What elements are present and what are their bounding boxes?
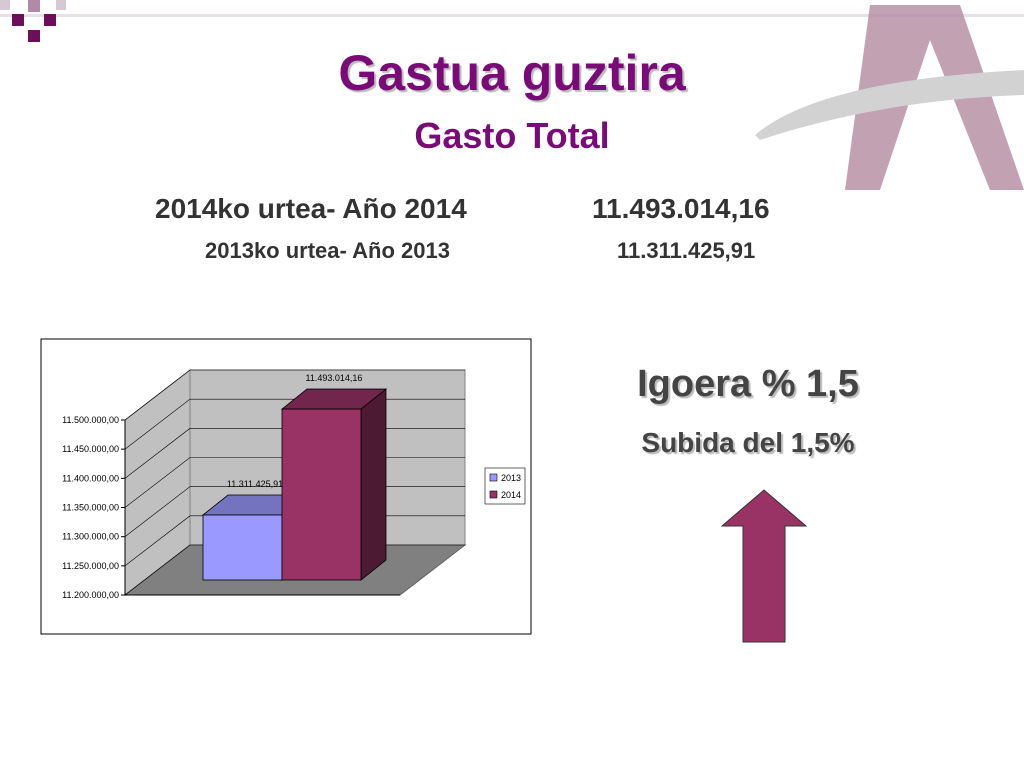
- y-tick-label: 11.450.000,00: [62, 444, 119, 454]
- y-tick-label: 11.250.000,00: [62, 561, 119, 571]
- increase-es: Subida del 1,5%: [641, 427, 854, 458]
- row-value: 11.493.014,16: [592, 193, 770, 224]
- row-label: 2014ko urtea- Año 2014: [155, 193, 467, 224]
- legend-swatch: [489, 490, 498, 499]
- legend-swatch: [489, 473, 498, 482]
- y-tick-label: 11.300.000,00: [62, 532, 119, 542]
- grid-line: [124, 369, 465, 421]
- increase: Igoera % 1,5: [637, 363, 859, 405]
- legend-label: 2014: [501, 490, 521, 500]
- corner-deco: [0, 0, 1024, 42]
- y-tick-label: 11.200.000,00: [62, 590, 119, 600]
- bar-side: [360, 388, 387, 581]
- y-tick-label: 11.350.000,00: [62, 503, 119, 513]
- legend-box: [484, 467, 526, 505]
- row-label: 2013ko urtea- Año 2013: [205, 238, 450, 263]
- row-value: 11.311.425,91: [617, 238, 755, 263]
- data-label: 11.311.425,91: [227, 479, 283, 489]
- y-tick-label: 11.500.000,00: [62, 415, 119, 425]
- bar: [202, 514, 283, 581]
- title: Gastua guztira: [338, 45, 686, 101]
- data-label: 11.493.014,16: [306, 373, 363, 383]
- chart: 11.200.000,00 11.250.000,00 11.300.000,00 1…: [62, 368, 526, 600]
- y-tick-label: 11.400.000,00: [62, 473, 119, 483]
- up-arrow: [720, 489, 808, 643]
- bar: [281, 408, 362, 581]
- legend-label: 2013: [501, 473, 521, 483]
- subtitle: Gasto Total: [414, 115, 609, 156]
- logo: [755, 5, 1024, 190]
